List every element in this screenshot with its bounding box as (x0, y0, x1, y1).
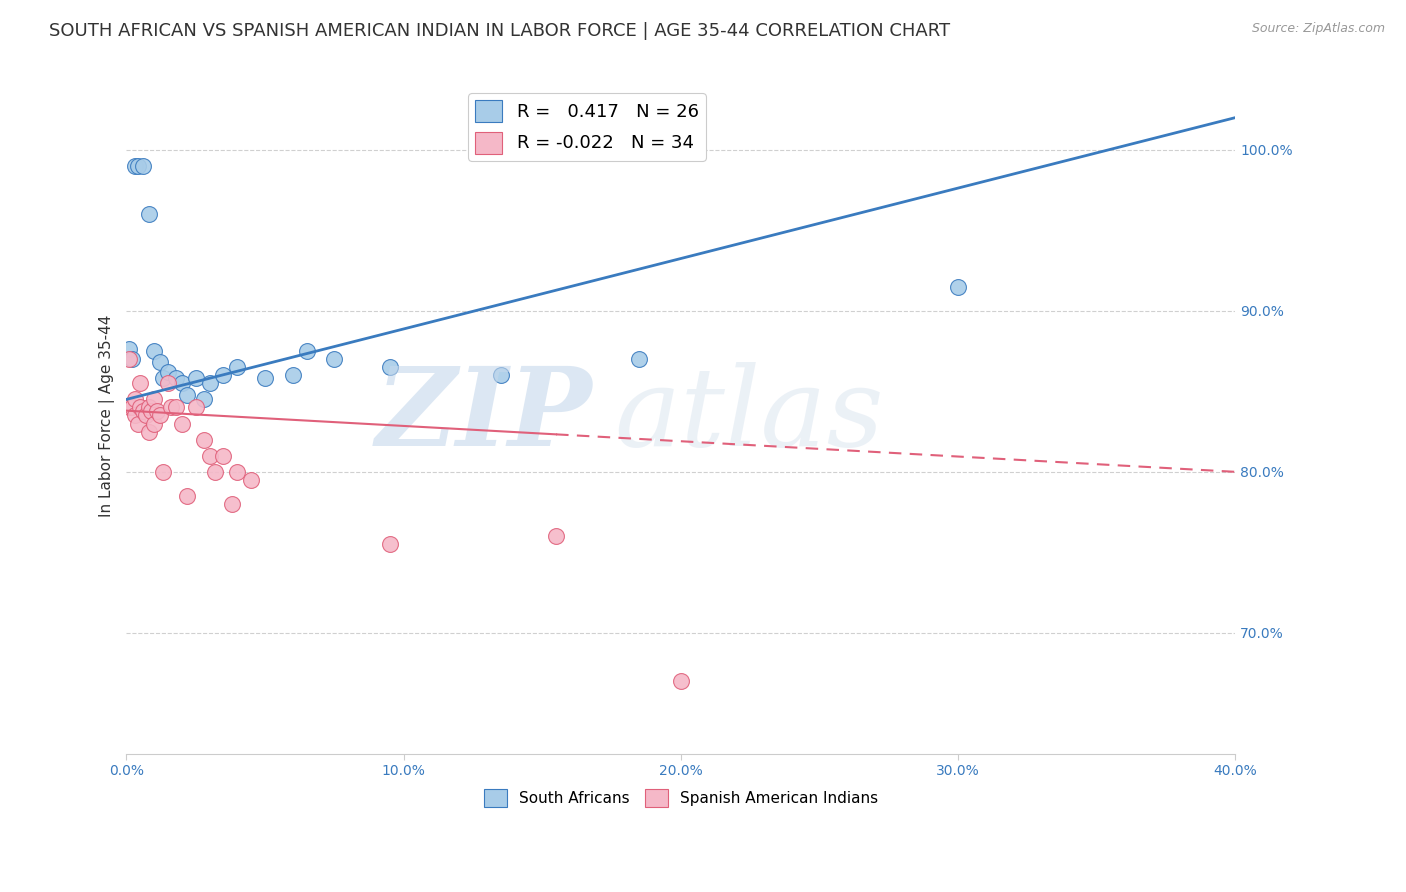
Point (198, 449, 221, 463)
Point (138, 207, 160, 221)
Point (212, 368, 235, 383)
Point (141, 403, 163, 417)
Point (295, 344, 318, 359)
Point (159, 401, 181, 415)
Point (143, 392, 166, 407)
Point (118, 401, 141, 415)
Point (121, 352, 143, 367)
Text: ZIP: ZIP (375, 362, 592, 469)
Point (124, 409, 146, 423)
Point (378, 537, 401, 551)
Point (146, 403, 169, 417)
Point (129, 376, 152, 391)
Point (240, 473, 263, 487)
Point (254, 371, 277, 385)
Point (157, 365, 180, 379)
Point (176, 489, 198, 503)
Point (184, 401, 207, 415)
Point (204, 465, 226, 479)
Point (628, 352, 651, 367)
Point (157, 376, 180, 391)
Y-axis label: In Labor Force | Age 35-44: In Labor Force | Age 35-44 (100, 314, 115, 516)
Point (226, 360, 249, 375)
Text: Source: ZipAtlas.com: Source: ZipAtlas.com (1251, 22, 1385, 36)
Point (193, 433, 215, 447)
Point (138, 401, 160, 415)
Point (152, 465, 174, 479)
Point (118, 343, 141, 357)
Point (135, 409, 157, 423)
Point (946, 279, 969, 293)
Point (143, 417, 166, 431)
Text: SOUTH AFRICAN VS SPANISH AMERICAN INDIAN IN LABOR FORCE | AGE 35-44 CORRELATION : SOUTH AFRICAN VS SPANISH AMERICAN INDIAN… (49, 22, 950, 40)
Point (149, 409, 172, 423)
Point (132, 159, 155, 173)
Point (121, 401, 143, 415)
Legend: South Africans, Spanish American Indians: South Africans, Spanish American Indians (478, 782, 884, 814)
Point (124, 392, 146, 407)
Point (184, 371, 207, 385)
Point (378, 360, 401, 375)
Point (226, 465, 249, 479)
Point (323, 352, 346, 367)
Point (193, 392, 215, 407)
Point (212, 449, 235, 463)
Point (149, 355, 172, 369)
Point (198, 376, 221, 391)
Point (165, 401, 187, 415)
Point (170, 376, 193, 391)
Point (127, 159, 149, 173)
Point (281, 368, 304, 383)
Point (221, 497, 243, 511)
Text: atlas: atlas (614, 362, 884, 469)
Point (669, 674, 692, 689)
Point (489, 368, 512, 383)
Point (138, 425, 160, 439)
Point (165, 371, 187, 385)
Point (124, 159, 146, 173)
Point (143, 344, 166, 359)
Point (132, 403, 155, 417)
Point (170, 417, 193, 431)
Point (544, 529, 567, 543)
Point (176, 387, 198, 401)
Point (129, 401, 152, 415)
Point (152, 371, 174, 385)
Point (127, 417, 149, 431)
Point (118, 352, 141, 367)
